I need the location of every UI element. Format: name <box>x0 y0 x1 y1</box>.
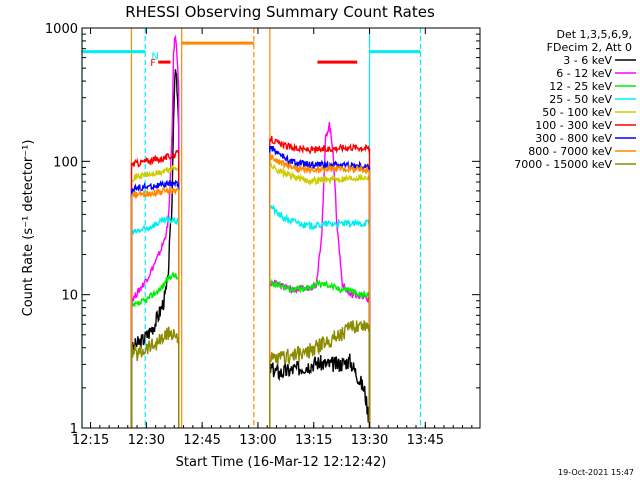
y-tick-label-0: 1 <box>70 422 78 437</box>
x-tick-label-4: 13:15 <box>295 433 332 448</box>
series-0-segment-1 <box>269 353 371 428</box>
legend-label-4: 50 - 100 keV <box>542 106 612 119</box>
x-tick-label-3: 13:00 <box>239 433 276 448</box>
legend-label-0: 3 - 6 keV <box>563 54 612 67</box>
marker-label-F: F <box>150 58 156 69</box>
series-8-segment-1 <box>269 320 371 428</box>
y-tick-label-2: 100 <box>53 155 78 170</box>
series-2-segment-0 <box>130 271 180 428</box>
legend-label-1: 6 - 12 keV <box>556 67 612 80</box>
legend-label-8: 7000 - 15000 keV <box>514 158 612 171</box>
x-axis: 12:15 12:30 12:45 13:00 13:15 13:30 13:45 <box>72 28 473 448</box>
x-axis-label: Start Time (16-Mar-12 12:12:42) <box>176 455 387 470</box>
series-1-segment-0 <box>130 34 180 428</box>
legend: Det 1,3,5,6,9,FDecim 2, Att 03 - 6 keV6 … <box>514 28 636 171</box>
legend-label-5: 100 - 300 keV <box>535 119 612 132</box>
y-tick-label-3: 1000 <box>45 22 78 37</box>
y-tick-label-1: 10 <box>61 289 78 304</box>
x-tick-label-1: 12:30 <box>128 433 165 448</box>
series-5-segment-0 <box>130 149 180 428</box>
series-6-segment-0 <box>130 179 180 428</box>
y-axis: 1 10 100 1000 <box>45 22 480 437</box>
x-tick-label-2: 12:45 <box>183 433 220 448</box>
series-7-segment-1 <box>269 152 371 428</box>
legend-label-2: 12 - 25 keV <box>549 80 612 93</box>
legend-label-7: 800 - 7000 keV <box>528 145 612 158</box>
series-3-segment-1 <box>269 203 371 428</box>
series-4-segment-0 <box>130 165 180 428</box>
series-5-segment-1 <box>269 135 371 428</box>
legend-label-6: 300 - 800 keV <box>535 132 612 145</box>
x-tick-label-0: 12:15 <box>72 433 109 448</box>
series-2-segment-1 <box>269 278 371 428</box>
plot-frame <box>81 27 481 429</box>
legend-label-3: 25 - 50 keV <box>549 93 612 106</box>
series-4-segment-1 <box>269 161 371 428</box>
y-axis-label: Count Rate (s⁻¹ detector⁻¹) <box>21 140 36 317</box>
chart-title: RHESSI Observing Summary Count Rates <box>125 3 435 21</box>
series-7-segment-0 <box>130 186 180 428</box>
plot-area: FN <box>81 28 422 428</box>
x-tick-label-6: 13:45 <box>407 433 444 448</box>
marker-label-N: N <box>151 52 158 63</box>
series-3-segment-0 <box>130 215 180 428</box>
x-tick-label-5: 13:30 <box>351 433 388 448</box>
generation-timestamp: 19-Oct-2021 15:47 <box>558 468 634 477</box>
legend-header-1: FDecim 2, Att 0 <box>547 41 632 54</box>
series-8-segment-0 <box>130 326 180 428</box>
legend-header-0: Det 1,3,5,6,9, <box>556 28 632 41</box>
